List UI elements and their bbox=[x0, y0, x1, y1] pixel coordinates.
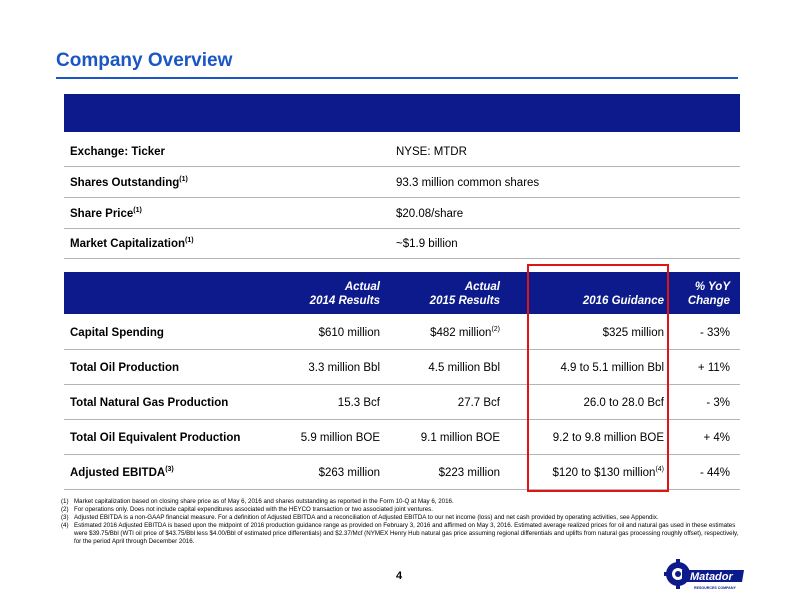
overview-value: $20.08/share bbox=[396, 208, 464, 220]
footnotes: (1) Market capitalization based on closin… bbox=[61, 498, 741, 546]
value-2014: 3.3 million Bbl bbox=[308, 362, 380, 374]
value-yoy: + 11% bbox=[697, 362, 730, 374]
ops-row-oil: Total Oil Production 3.3 million Bbl 4.5… bbox=[64, 350, 740, 385]
col-header-2015: Actual 2015 Results bbox=[429, 281, 500, 307]
operations-header: Actual 2014 Results Actual 2015 Results 20… bbox=[64, 272, 740, 314]
footnote: (2) For operations only. Does not include… bbox=[61, 506, 433, 513]
page-number: 4 bbox=[396, 570, 403, 582]
value-yoy: + 4% bbox=[703, 432, 730, 444]
value-2016-guidance: 26.0 to 28.0 Bcf bbox=[583, 397, 664, 409]
svg-text:Matador: Matador bbox=[690, 571, 734, 583]
footnote: (3) Adjusted EBITDA is a non-GAAP financi… bbox=[61, 514, 659, 521]
value-yoy: - 3% bbox=[706, 397, 730, 409]
ops-row-boe: Total Oil Equivalent Production 5.9 mill… bbox=[64, 420, 740, 455]
value-2016-guidance: 9.2 to 9.8 million BOE bbox=[552, 432, 664, 444]
overview-label: Share Price(1) bbox=[70, 207, 142, 220]
page-title: Company Overview bbox=[56, 50, 233, 71]
value-2014: 5.9 million BOE bbox=[300, 432, 380, 444]
footnote-ref: (1) bbox=[185, 237, 194, 244]
ops-row-gas: Total Natural Gas Production 15.3 Bcf 27… bbox=[64, 385, 740, 420]
footnote-ref: (2) bbox=[491, 326, 500, 333]
overview-row-shares: Shares Outstanding(1) 93.3 million commo… bbox=[64, 168, 740, 198]
col-header-yoy: % YoY Change bbox=[687, 281, 730, 307]
overview-row-market-cap: Market Capitalization(1) ~$1.9 billion bbox=[64, 229, 740, 259]
col-header-2016-guidance: 2016 Guidance bbox=[582, 295, 664, 307]
value-2016-guidance: $120 to $130 million(4) bbox=[552, 466, 665, 479]
col-header-2014: Actual 2014 Results bbox=[309, 281, 380, 307]
ops-row-capex: Capital Spending $610 million $482 milli… bbox=[64, 315, 740, 350]
row-label: Adjusted EBITDA(3) bbox=[70, 466, 174, 479]
guidance-highlight-box bbox=[527, 264, 669, 492]
title-rule bbox=[56, 77, 738, 79]
footnote-ref: (4) bbox=[655, 466, 664, 473]
row-label: Total Oil Equivalent Production bbox=[70, 432, 241, 444]
svg-text:RESOURCES COMPANY: RESOURCES COMPANY bbox=[694, 586, 736, 590]
value-yoy: - 33% bbox=[699, 327, 730, 339]
row-label: Total Oil Production bbox=[70, 362, 180, 374]
value-yoy: - 44% bbox=[699, 467, 730, 479]
overview-row-share-price: Share Price(1) $20.08/share bbox=[64, 199, 740, 229]
footnote-ref: (1) bbox=[179, 176, 188, 183]
footnote-ref: (1) bbox=[133, 207, 142, 214]
overview-label: Exchange: Ticker bbox=[70, 146, 166, 158]
value-2014: $610 million bbox=[318, 327, 380, 339]
value-2014: $263 million bbox=[318, 467, 380, 479]
value-2015: 4.5 million Bbl bbox=[428, 362, 500, 374]
value-2016-guidance: 4.9 to 5.1 million Bbl bbox=[560, 362, 664, 374]
overview-value: ~$1.9 billion bbox=[396, 238, 458, 250]
overview-value: NYSE: MTDR bbox=[396, 146, 467, 158]
value-2015: 9.1 million BOE bbox=[420, 432, 500, 444]
matador-logo: Matador RESOURCES COMPANY bbox=[664, 559, 744, 590]
row-label: Capital Spending bbox=[70, 327, 164, 339]
overview-label: Shares Outstanding(1) bbox=[70, 176, 188, 189]
footnote-ref: (3) bbox=[165, 466, 174, 473]
value-2015: $482 million(2) bbox=[430, 326, 500, 339]
overview-header-band bbox=[64, 94, 740, 132]
value-2016-guidance: $325 million bbox=[602, 327, 664, 339]
footnote: (1) Market capitalization based on closin… bbox=[61, 498, 454, 505]
overview-value: 93.3 million common shares bbox=[396, 177, 540, 189]
value-2015: $223 million bbox=[438, 467, 500, 479]
value-2014: 15.3 Bcf bbox=[337, 397, 380, 409]
row-label: Total Natural Gas Production bbox=[70, 397, 229, 409]
ops-row-ebitda: Adjusted EBITDA(3) $263 million $223 mil… bbox=[64, 455, 740, 490]
value-2015: 27.7 Bcf bbox=[457, 397, 500, 409]
footnote: (4) Estimated 2016 Adjusted EBITDA is bas… bbox=[61, 522, 739, 545]
overview-row-exchange: Exchange: Ticker NYSE: MTDR bbox=[64, 137, 740, 167]
overview-label: Market Capitalization(1) bbox=[70, 237, 194, 250]
